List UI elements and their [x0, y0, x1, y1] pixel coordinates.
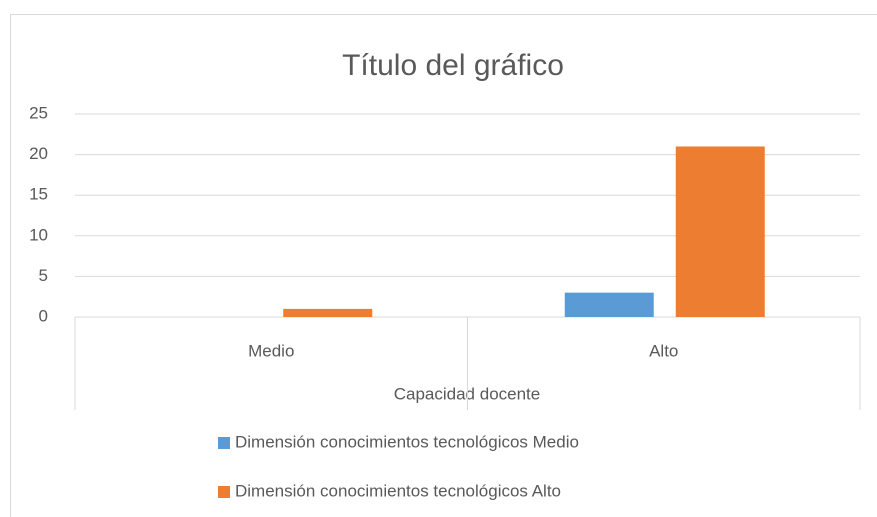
bar: [564, 292, 654, 317]
legend-label: Dimensión conocimientos tecnológicos Med…: [235, 432, 579, 451]
legend-swatch: [218, 437, 230, 449]
chart-title: Título del gráfico: [342, 49, 564, 82]
x-tick-label: Alto: [649, 341, 678, 360]
y-tick-label: 25: [29, 103, 48, 122]
y-tick-label: 10: [29, 225, 48, 244]
y-tick-label: 20: [29, 144, 48, 163]
y-tick-label: 5: [39, 266, 48, 285]
bar: [675, 146, 765, 317]
bar: [283, 308, 373, 317]
legend-label: Dimensión conocimientos tecnológicos Alt…: [235, 481, 561, 500]
x-tick-label: Medio: [248, 341, 294, 360]
legend-swatch: [218, 486, 230, 498]
y-tick-label: 0: [39, 306, 48, 325]
y-tick-label: 15: [29, 185, 48, 204]
